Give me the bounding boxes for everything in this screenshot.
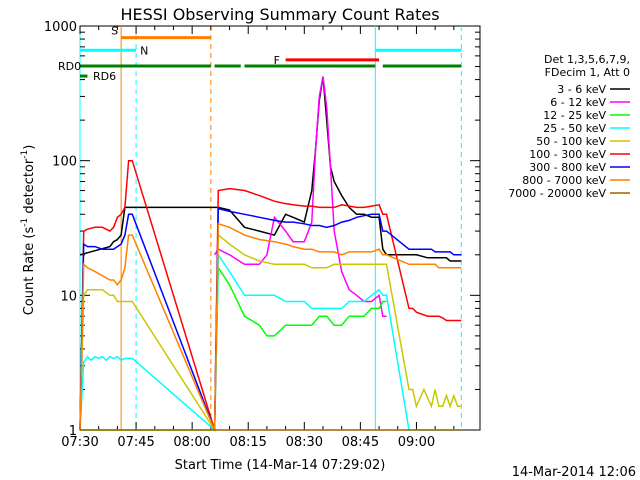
series-line-3 bbox=[79, 252, 462, 432]
y-axis-label-end: ) bbox=[22, 145, 37, 150]
y-tick-label: 10 bbox=[60, 289, 77, 304]
flag-label-rd6: RD6 bbox=[93, 70, 116, 83]
y-tick-label: 100 bbox=[52, 155, 77, 170]
y-tick-label: 1 bbox=[69, 424, 77, 439]
legend-entry-label: 3 - 6 keV bbox=[557, 83, 606, 96]
x-tick-label: 07:45 bbox=[117, 435, 154, 450]
legend-entry-label: 7000 - 20000 keV bbox=[508, 187, 606, 200]
legend: Det 1,3,5,6,7,9,FDecim 1, Att 0 3 - 6 keV… bbox=[508, 53, 630, 200]
y-axis-label-sup1: -1 bbox=[20, 218, 30, 227]
legend-entry-label: 300 - 800 keV bbox=[529, 161, 606, 174]
x-tick-label: 08:00 bbox=[173, 435, 210, 450]
flag-label-f: F bbox=[274, 54, 280, 67]
y-axis-label-mid: detector bbox=[22, 158, 37, 218]
legend-entry-label: 50 - 100 keV bbox=[536, 135, 606, 148]
x-tick-label: 08:15 bbox=[229, 435, 266, 450]
x-tick-label: 09:00 bbox=[398, 435, 435, 450]
plot-area: 07:30 07:45 08:00 08:15 08:30 08:45 09:00 1 10 10… bbox=[44, 20, 481, 450]
plot-frame bbox=[79, 25, 481, 431]
x-tick-label: 08:30 bbox=[286, 435, 323, 450]
series-line-4 bbox=[79, 233, 462, 433]
series-line-7 bbox=[79, 222, 462, 431]
series-line-2 bbox=[80, 265, 387, 431]
legend-header-0: Det 1,3,5,6,7,9, bbox=[544, 53, 630, 66]
x-tick-label: 08:45 bbox=[342, 435, 379, 450]
y-tick-label: 1000 bbox=[44, 20, 77, 35]
legend-entry-label: 25 - 50 keV bbox=[543, 122, 606, 135]
x-axis-label: Start Time (14-Mar-14 07:29:02) bbox=[175, 458, 386, 473]
series-line-1 bbox=[213, 76, 387, 317]
y-axis-label-sup2: -1 bbox=[20, 150, 30, 159]
timestamp-stamp: 14-Mar-2014 12:06 bbox=[512, 465, 636, 480]
chart-title: HESSI Observing Summary Count Rates bbox=[120, 5, 439, 24]
y-axis-label-main: Count Rate (s bbox=[22, 227, 37, 316]
x-tick-label: 07:30 bbox=[61, 435, 98, 450]
legend-entry-label: 100 - 300 keV bbox=[529, 148, 606, 161]
series-line-6 bbox=[79, 207, 462, 431]
flag-label-rd0: RD0 bbox=[58, 60, 81, 73]
y-axis-label: Count Rate (s-1 detector-1) bbox=[20, 145, 37, 316]
legend-header-1: FDecim 1, Att 0 bbox=[545, 66, 630, 79]
flag-label-s: S bbox=[111, 25, 118, 38]
series-line-5 bbox=[79, 159, 462, 431]
legend-entry-label: 12 - 25 keV bbox=[543, 109, 606, 122]
legend-entry-label: 6 - 12 keV bbox=[550, 96, 606, 109]
legend-entry-label: 800 - 7000 keV bbox=[522, 174, 606, 187]
flag-label-n: N bbox=[140, 44, 148, 57]
